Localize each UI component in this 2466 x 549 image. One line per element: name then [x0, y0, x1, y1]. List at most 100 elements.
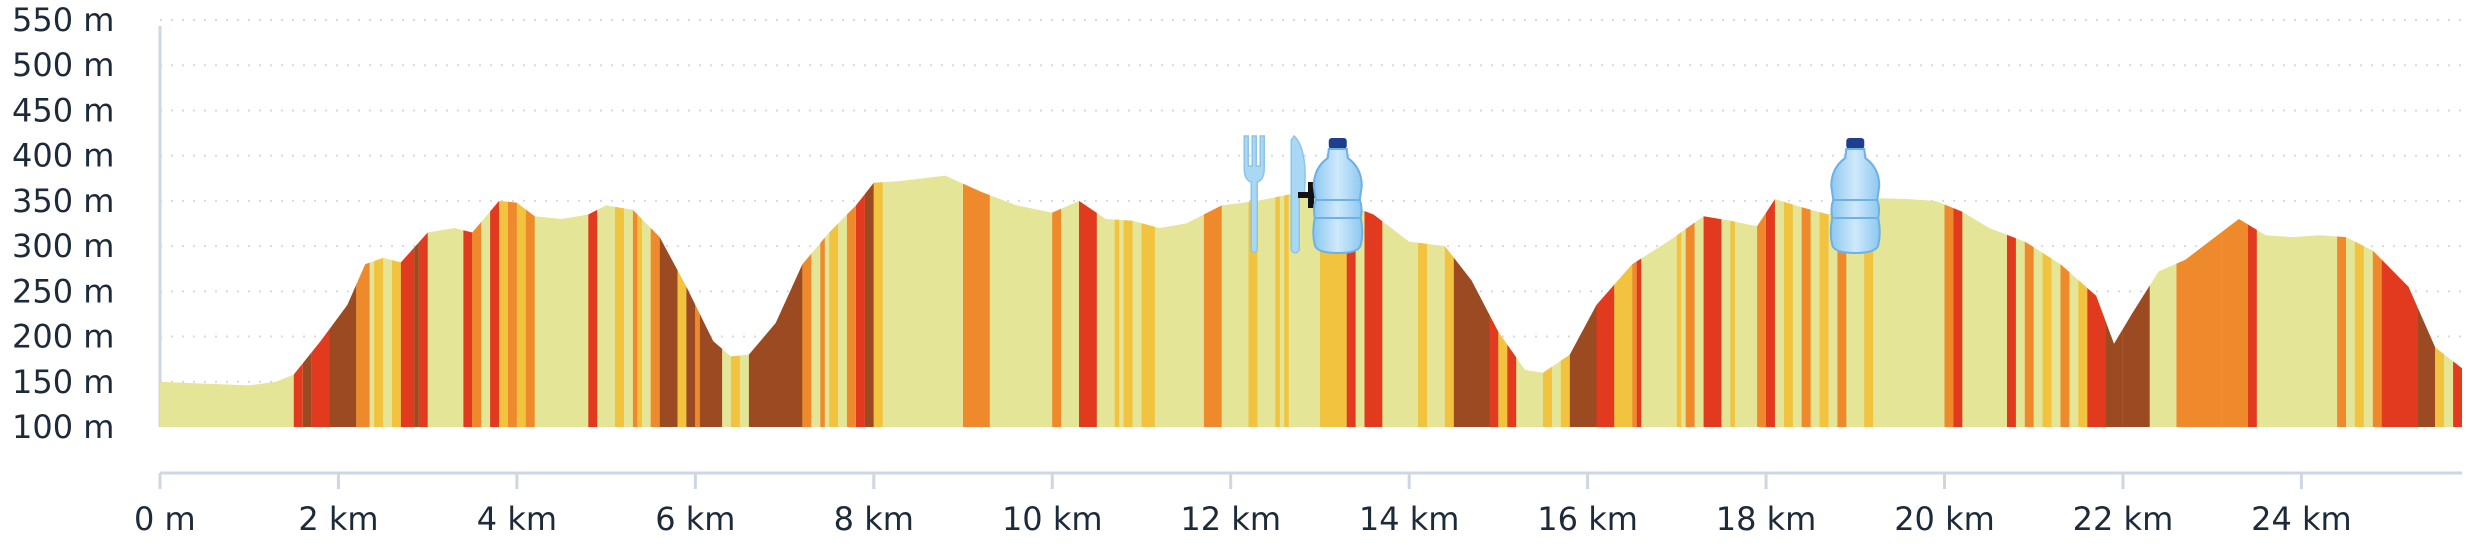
gradient-segment-steep [588, 175, 598, 427]
gradient-segment-steep [2247, 175, 2257, 427]
gradient-segment-mild [1864, 175, 1874, 427]
x-tick-label: 6 km [655, 500, 735, 538]
gradient-segment-mild [516, 175, 526, 427]
gradient-segment-mild [873, 175, 883, 427]
x-tick-label: 18 km [1716, 500, 1817, 538]
gradient-segment-steep [463, 175, 473, 427]
gradient-segment-moderate [2176, 175, 2222, 427]
gradient-segment-moderate [1757, 175, 1766, 427]
water-bottle-icon[interactable] [1312, 138, 1364, 255]
gradient-segment-steep [400, 175, 415, 427]
y-tick-label: 350 m [12, 182, 114, 220]
gradient-segment-mild [1123, 175, 1133, 427]
gradient-segment-very_steep [1569, 175, 1597, 427]
gradient-segment-mild [374, 175, 383, 427]
gradient-segment-very_steep [302, 175, 312, 427]
waypoint-icons [1243, 134, 1881, 255]
gradient-segment-mild [1783, 175, 1793, 427]
gradient-segment-steep [418, 175, 428, 427]
gradient-segment-moderate [695, 175, 700, 427]
gradient-segment-very_steep [686, 175, 696, 427]
gradient-segment-very_steep [2122, 175, 2150, 427]
gradient-segment-moderate [1801, 175, 1811, 427]
gradient-segment-steep [2453, 175, 2462, 427]
gradient-segment-mild [1275, 175, 1280, 427]
y-tick-label: 450 m [12, 91, 114, 129]
x-tick-label: 20 km [1894, 500, 1995, 538]
gradient-segment-moderate [650, 175, 660, 427]
gradient-segment-mild [615, 175, 624, 427]
gradient-segment-mild [1543, 175, 1552, 427]
gradient-segment-steep [1596, 175, 1615, 427]
gradient-segment-moderate [2024, 175, 2034, 427]
gradient-segment-mild [1819, 175, 1829, 427]
gradient-segment-moderate [963, 175, 990, 427]
x-tick-label: 14 km [1359, 500, 1460, 538]
gradient-segment-mild [2435, 175, 2445, 427]
gradient-segment-mild [1614, 175, 1633, 427]
gradient-segment-mild [392, 175, 401, 427]
gradient-segment-moderate [1685, 175, 1695, 427]
gradient-segment-very_steep [864, 175, 874, 427]
x-tick-label: 10 km [1002, 500, 1103, 538]
gradient-segment-very_steep [748, 175, 803, 427]
restaurant-icon[interactable] [1243, 134, 1306, 254]
gradient-segment-very_steep [329, 175, 357, 427]
gradient-segment-steep [2381, 175, 2418, 427]
gradient-segment-moderate [1837, 175, 1847, 427]
gradient-segment-very_steep [699, 175, 723, 427]
gradient-segment-very_steep [2417, 175, 2436, 427]
x-tick-label: 12 km [1180, 500, 1281, 538]
gradient-segment-steep [1507, 175, 1517, 427]
gradient-segment-mild [1248, 175, 1258, 427]
x-tick-label: 22 km [2073, 500, 2174, 538]
gradient-segment-steep [490, 175, 499, 427]
x-axis: 0 m 2 km 4 km 6 km 8 km 10 km 12 km 14 km 16 km 1… [134, 471, 2462, 538]
y-tick-label: 300 m [12, 227, 114, 265]
gradient-segment-mild [499, 175, 508, 427]
gradient-segment-steep [1953, 175, 1963, 427]
gradient-segment-flat [383, 175, 392, 427]
gradient-segment-moderate [847, 175, 856, 427]
gradient-segment-steep [856, 175, 865, 427]
gradient-segment-moderate [2221, 175, 2248, 427]
gradient-segment-steep [1364, 175, 1383, 427]
gradient-segment-mild [1141, 175, 1155, 427]
gradient-segment-mild [1444, 175, 1454, 427]
gradient-segment-steep [2087, 175, 2106, 427]
gradient-segment-steep [1703, 175, 1722, 427]
gradient-segment-mild [1498, 175, 1508, 427]
gradient-segment-moderate [802, 175, 812, 427]
gradient-segment-mild [1418, 175, 1427, 427]
x-tick-label: 8 km [834, 500, 914, 538]
y-tick-label: 100 m [12, 408, 114, 446]
first-aid-cross-icon[interactable] [1298, 182, 1324, 208]
gradient-segment-moderate [2372, 175, 2382, 427]
gradient-segment-steep [1079, 175, 1097, 427]
gradient-segment-mild [2078, 175, 2088, 427]
gradient-segment-mild [1730, 175, 1735, 427]
gradient-segment-moderate [508, 175, 517, 427]
gradient-segment-steep [311, 175, 330, 427]
gradient-segment-moderate [525, 175, 535, 427]
x-tick-label: 16 km [1537, 500, 1638, 538]
gradient-segment-moderate [1203, 175, 1222, 427]
gradient-segment-mild [637, 175, 642, 427]
gradient-segment-mild [731, 175, 740, 427]
water-bottle-icon[interactable] [1829, 138, 1881, 255]
gradient-segment-moderate [1632, 175, 1637, 427]
gradient-segment-mild [1560, 175, 1570, 427]
x-tick-label: 0 m [134, 500, 196, 538]
gradient-segment-mild [677, 175, 687, 427]
gradient-segment-moderate [632, 175, 638, 427]
gradient-segment-steep [2007, 175, 2016, 427]
gradient-segment-mild [2354, 175, 2364, 427]
gradient-segment-mild [2042, 175, 2052, 427]
gradient-segment-moderate [472, 175, 482, 427]
y-tick-label: 550 m [12, 1, 114, 39]
y-tick-label: 200 m [12, 318, 114, 356]
gradient-segment-very_steep [1453, 175, 1490, 427]
y-axis: 100 m 150 m 200 m 250 m 300 m 350 m 400 m 450 m… [12, 1, 162, 446]
y-tick-label: 500 m [12, 46, 114, 84]
